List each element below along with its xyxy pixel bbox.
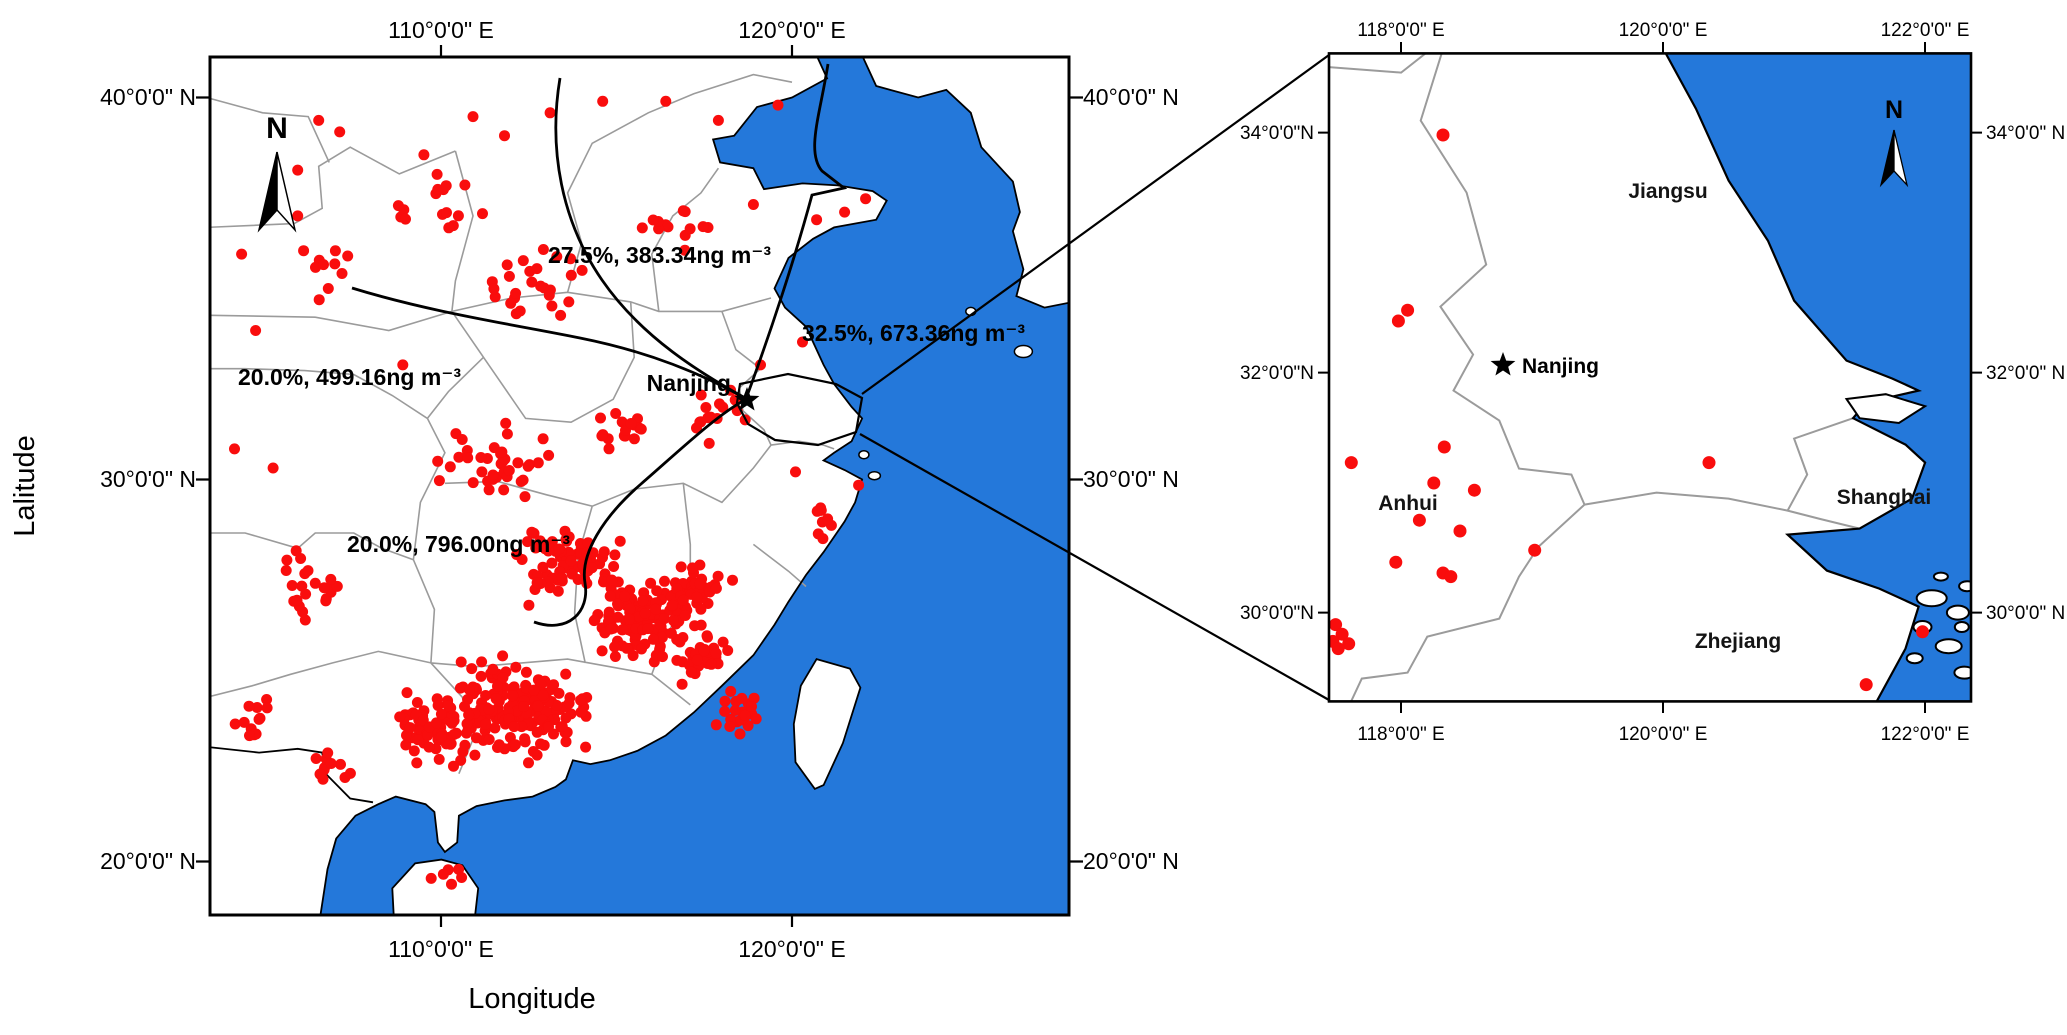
inset-tick-top-122e: 122°0'0" E <box>1881 20 1970 41</box>
north-arrow-icon: N <box>257 112 297 233</box>
inset-tick-top-120e: 120°0'0" E <box>1619 20 1708 41</box>
country-border <box>210 746 374 804</box>
inset-map-frame <box>1327 52 1973 703</box>
inset-province-borders <box>1329 53 1860 702</box>
trajectory-label-southwest: 20.0%, 796.00ng m⁻³ <box>347 531 570 557</box>
main-map: 110°0'0" E 120°0'0" E 110°0'0" E 120°0'0… <box>9 17 1179 1015</box>
main-tick-top-110e: 110°0'0" E <box>388 17 494 43</box>
trajectory-northwest <box>351 286 746 400</box>
inset-axis-ticks <box>1318 42 1982 713</box>
north-label: N <box>266 112 288 145</box>
trajectories <box>351 63 848 627</box>
trajectory-southwest <box>533 398 746 627</box>
inset-tick-left-30n: 30°0'0"N <box>1240 603 1314 624</box>
inset-map: 118°0'0" E 120°0'0" E 122°0'0" E 118°0'0… <box>1240 20 2065 745</box>
main-tick-right-30n: 30°0'0" N <box>1083 466 1179 492</box>
inset-map-geography <box>1329 53 1971 702</box>
zoom-extent-box <box>735 372 864 447</box>
x-axis-label: Longitude <box>468 983 595 1015</box>
nanjing-star-icon-inset <box>1490 352 1516 376</box>
korea-landmass <box>861 57 1069 309</box>
trajectory-northeast <box>745 63 848 397</box>
inset-tick-left-32n: 32°0'0"N <box>1240 363 1314 384</box>
trajectory-label-northwest: 20.0%, 499.16ng m⁻³ <box>238 364 461 390</box>
inset-tick-right-30n: 30°0'0" N <box>1986 603 2065 624</box>
trajectory-north <box>554 77 746 400</box>
main-tick-left-40n: 40°0'0" N <box>100 84 196 110</box>
inset-tick-left-34n: 34°0'0"N <box>1240 123 1314 144</box>
main-axis-ticks <box>196 45 1083 927</box>
inset-tick-bottom-122e: 122°0'0" E <box>1881 724 1970 745</box>
province-label-jiangsu: Jiangsu <box>1628 180 1707 203</box>
inset-tick-top-118e: 118°0'0" E <box>1357 20 1444 41</box>
main-tick-right-40n: 40°0'0" N <box>1083 84 1179 110</box>
inset-connector-bottom <box>859 433 1330 701</box>
nanjing-label-inset: Nanjing <box>1522 355 1599 378</box>
inset-tick-right-34n: 34°0'0" N <box>1986 123 2065 144</box>
province-label-anhui: Anhui <box>1378 492 1437 515</box>
sea-area <box>320 57 1069 915</box>
main-tick-left-30n: 30°0'0" N <box>100 466 196 492</box>
inset-coastline <box>1664 53 1927 702</box>
chongming-island <box>1844 393 1928 425</box>
fire-spots-main <box>229 95 872 890</box>
main-tick-left-20n: 20°0'0" N <box>100 848 196 874</box>
inset-sea-area <box>1665 53 1971 702</box>
inset-tick-bottom-118e: 118°0'0" E <box>1357 724 1444 745</box>
fire-spots-inset <box>1329 128 1929 692</box>
province-label-shanghai: Shanghai <box>1837 486 1932 509</box>
taiwan-island <box>792 658 862 791</box>
nanjing-label-main: Nanjing <box>647 370 731 396</box>
small-islands <box>858 306 1034 481</box>
province-label-zhejiang: Zhejiang <box>1695 630 1781 653</box>
nanjing-star-icon <box>734 387 760 411</box>
trajectory-label-north: 27.5%, 383.34ng m⁻³ <box>548 242 771 268</box>
trajectory-label-northeast: 32.5%, 673.36ng m⁻³ <box>802 320 1025 346</box>
inset-north-label: N <box>1885 96 1903 124</box>
main-map-geography <box>210 57 1069 915</box>
main-tick-bottom-120e: 120°0'0" E <box>738 936 845 962</box>
coastline <box>319 57 888 915</box>
inset-tick-right-32n: 32°0'0" N <box>1986 363 2065 384</box>
main-map-frame <box>208 55 1071 917</box>
inset-north-arrow-icon: N <box>1879 96 1909 188</box>
main-tick-top-120e: 120°0'0" E <box>738 17 845 43</box>
y-axis-label: Lalitude <box>9 435 41 537</box>
main-tick-right-20n: 20°0'0" N <box>1083 848 1179 874</box>
inset-connector-top <box>861 54 1330 395</box>
main-tick-bottom-110e: 110°0'0" E <box>388 936 494 962</box>
inset-tick-bottom-120e: 120°0'0" E <box>1619 724 1708 745</box>
